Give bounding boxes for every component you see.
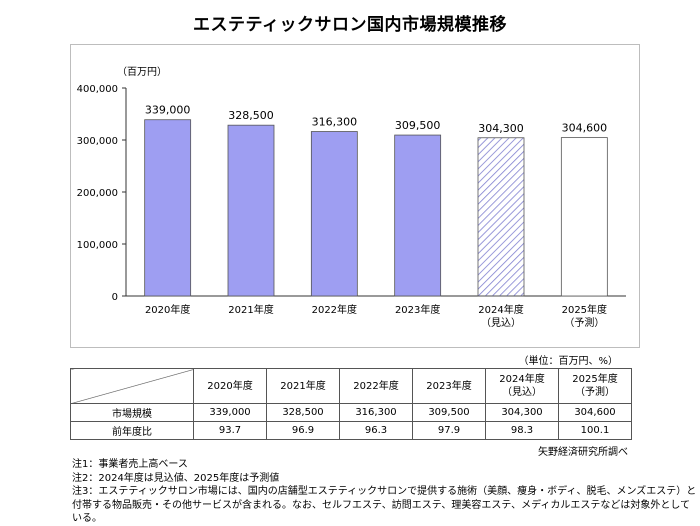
market-size-table: 2020年度 2021年度 2022年度 2023年度 2024年度 （見込） 2… [70,368,632,440]
table-cell: 316,300 [339,403,413,422]
table-header-cell: 2024年度 （見込） [485,368,559,404]
x-tick-label: 2025年度 [562,303,607,316]
bar [394,134,442,297]
table-row-label: 前年度比 [70,421,194,440]
bar-value-label: 316,300 [312,116,358,129]
y-unit-label: （百万円） [117,66,167,78]
footnote: 付帯する物品販売・その他サービスが含まれる。なお、セルフエステ、訪問エステ、理美… [72,499,691,525]
table-header-cell: 2022年度 [339,368,413,404]
y-tick-label: 200,000 [77,188,118,199]
table-cell: 96.9 [266,421,340,440]
table-corner-cell [70,368,194,404]
table-header-cell: 2021年度 [266,368,340,404]
footnote: 注3：エステティックサロン市場には、国内の店舗型エステティックサロンで提供する施… [72,486,697,497]
x-tick-label: 2021年度 [228,303,273,316]
table-cell: 93.7 [193,421,267,440]
table-cell: 304,300 [485,403,559,422]
table-row-market-size: 市場規模 339,000 328,500 316,300 309,500 304… [70,403,632,422]
bar [477,137,525,297]
table-header-cell: 2025年度 （予測） [558,368,632,404]
bar-value-label: 304,600 [562,122,608,135]
x-tick-label: 2020年度 [145,303,190,316]
table-cell: 304,600 [558,403,632,422]
table-cell: 309,500 [412,403,486,422]
x-tick-label: 2024年度 [478,303,523,316]
footnotes: 注1：事業者売上高ベース 注2：2024年度は見込値、2025年度は予測値 注3… [72,458,700,526]
x-tick-label: （見込） [481,317,521,329]
table-header-cell: 2023年度 [412,368,486,404]
table-header-row: 2020年度 2021年度 2022年度 2023年度 2024年度 （見込） 2… [70,368,632,404]
chart-frame: （百万円） 0 100,000 200,000 300,000 400,000 339,00… [70,44,640,348]
table-cell: 100.1 [558,421,632,440]
y-tick-label: 300,000 [77,136,118,147]
bar-value-label: 309,500 [395,119,441,132]
table-unit-note: （単位：百万円、%） [518,356,618,367]
footnote: 注1：事業者売上高ベース [72,459,188,470]
y-tick-label: 0 [112,292,118,303]
x-tick-label: 2022年度 [312,303,357,316]
bar-value-label: 339,000 [145,104,191,117]
source-credit: 矢野経済研究所調べ [538,447,628,458]
table-header-cell: 2020年度 [193,368,267,404]
bar [144,119,192,297]
bar-chart: （百万円） 0 100,000 200,000 300,000 400,000 339,00… [77,66,626,329]
x-tick-label: 2023年度 [395,303,440,316]
table-row-label: 市場規模 [70,403,194,422]
bar [310,131,358,297]
table-cell: 97.9 [412,421,486,440]
footnote: 注2：2024年度は見込値、2025年度は予測値 [72,472,280,484]
bar-value-label: 328,500 [228,109,274,122]
table-cell: 339,000 [193,403,267,422]
table-cell: 98.3 [485,421,559,440]
table-cell: 328,500 [266,403,340,422]
bar [227,124,275,297]
chart-title: エステティックサロン国内市場規模推移 [193,15,507,35]
table-cell: 96.3 [339,421,413,440]
bar-value-label: 304,300 [478,122,524,135]
x-tick-label: （予測） [564,316,604,329]
bar [560,137,608,297]
y-tick-label: 400,000 [77,84,118,95]
y-tick-label: 100,000 [77,240,118,251]
table-row-yoy: 前年度比 93.7 96.9 96.3 97.9 98.3 100.1 [70,421,632,440]
